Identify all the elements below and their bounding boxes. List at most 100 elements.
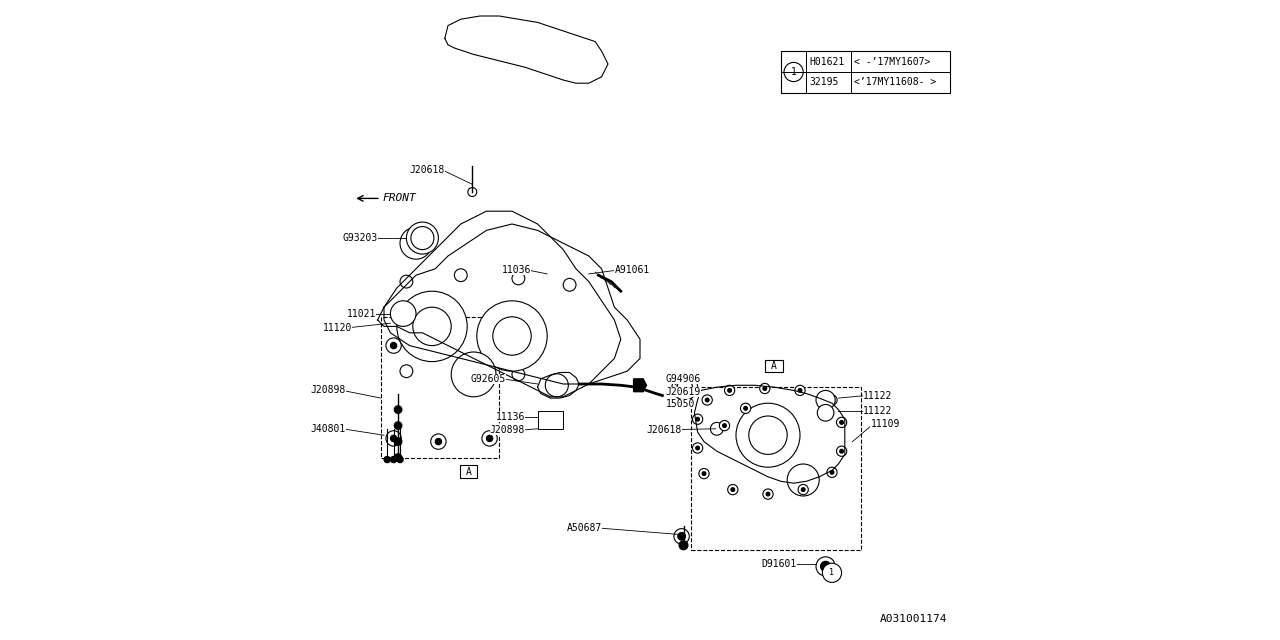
- Circle shape: [430, 434, 447, 449]
- Circle shape: [430, 335, 447, 350]
- Circle shape: [477, 301, 548, 371]
- Text: 11109: 11109: [870, 419, 900, 429]
- Circle shape: [699, 468, 709, 479]
- Bar: [460, 465, 477, 478]
- Circle shape: [452, 352, 497, 397]
- Circle shape: [468, 188, 477, 196]
- Circle shape: [820, 561, 831, 572]
- Circle shape: [493, 317, 531, 355]
- Circle shape: [545, 374, 568, 397]
- Bar: [765, 360, 783, 372]
- Circle shape: [818, 404, 835, 421]
- Text: A91061: A91061: [614, 265, 650, 275]
- Circle shape: [837, 417, 847, 428]
- Circle shape: [817, 557, 836, 576]
- Circle shape: [407, 222, 438, 254]
- Bar: [538, 411, 563, 429]
- Circle shape: [799, 484, 809, 495]
- Circle shape: [703, 395, 713, 405]
- Text: < -’17MY1607>: < -’17MY1607>: [855, 56, 931, 67]
- Circle shape: [384, 456, 390, 463]
- Circle shape: [672, 374, 698, 400]
- Circle shape: [399, 365, 412, 378]
- Circle shape: [397, 456, 403, 463]
- Circle shape: [435, 339, 442, 346]
- Circle shape: [483, 338, 498, 353]
- Text: 32195: 32195: [810, 77, 838, 88]
- Text: 15050: 15050: [666, 399, 695, 410]
- Circle shape: [731, 488, 735, 492]
- Circle shape: [399, 275, 412, 288]
- Circle shape: [412, 307, 452, 346]
- Circle shape: [454, 371, 467, 384]
- Text: G92605: G92605: [470, 374, 506, 384]
- Text: D91601: D91601: [762, 559, 796, 570]
- Circle shape: [563, 278, 576, 291]
- Text: 11036: 11036: [502, 265, 531, 275]
- Circle shape: [678, 532, 686, 540]
- Circle shape: [801, 488, 805, 492]
- Circle shape: [827, 467, 837, 477]
- Circle shape: [765, 492, 771, 496]
- Circle shape: [387, 338, 402, 353]
- Circle shape: [394, 406, 402, 413]
- Circle shape: [486, 435, 493, 442]
- Circle shape: [512, 272, 525, 285]
- Circle shape: [399, 227, 433, 259]
- Text: J20898: J20898: [489, 425, 525, 435]
- Circle shape: [722, 424, 727, 428]
- Circle shape: [390, 456, 397, 463]
- Text: J20619: J20619: [666, 387, 701, 397]
- Circle shape: [710, 422, 723, 435]
- Circle shape: [486, 342, 493, 349]
- Circle shape: [795, 385, 805, 396]
- Circle shape: [823, 563, 842, 582]
- Circle shape: [394, 454, 402, 461]
- Text: J20618: J20618: [646, 425, 682, 435]
- Circle shape: [390, 301, 416, 326]
- Bar: [691, 387, 861, 550]
- Circle shape: [454, 269, 467, 282]
- Circle shape: [829, 470, 835, 474]
- Circle shape: [744, 406, 748, 410]
- Text: G93203: G93203: [342, 233, 378, 243]
- Circle shape: [512, 368, 525, 381]
- Circle shape: [673, 529, 689, 544]
- Text: 11122: 11122: [863, 406, 892, 416]
- Circle shape: [678, 541, 689, 550]
- Circle shape: [763, 387, 767, 390]
- Circle shape: [760, 383, 771, 394]
- Text: A: A: [771, 361, 777, 371]
- Text: 11122: 11122: [863, 390, 892, 401]
- Text: 1: 1: [829, 568, 835, 577]
- Circle shape: [837, 446, 847, 456]
- Circle shape: [483, 431, 498, 446]
- Text: A031001174: A031001174: [879, 614, 947, 624]
- Text: <’17MY11608- >: <’17MY11608- >: [855, 77, 937, 88]
- Circle shape: [390, 342, 397, 349]
- Circle shape: [817, 390, 836, 410]
- Text: 1: 1: [791, 67, 796, 77]
- Circle shape: [692, 414, 703, 424]
- Text: J40801: J40801: [310, 424, 346, 434]
- Circle shape: [394, 422, 402, 429]
- Polygon shape: [634, 379, 646, 392]
- Text: 11021: 11021: [347, 308, 376, 319]
- Circle shape: [724, 385, 735, 396]
- Circle shape: [411, 227, 434, 250]
- Bar: [781, 51, 950, 93]
- Circle shape: [705, 398, 709, 402]
- Circle shape: [695, 417, 699, 421]
- Bar: [381, 317, 499, 458]
- Circle shape: [701, 472, 707, 476]
- Text: H01621: H01621: [810, 56, 845, 67]
- Circle shape: [827, 395, 837, 405]
- Circle shape: [387, 431, 402, 446]
- Circle shape: [829, 398, 835, 402]
- Circle shape: [840, 420, 844, 424]
- Text: 11136: 11136: [495, 412, 525, 422]
- Circle shape: [736, 403, 800, 467]
- Text: A50687: A50687: [566, 523, 602, 533]
- Circle shape: [677, 380, 692, 395]
- Circle shape: [435, 438, 442, 445]
